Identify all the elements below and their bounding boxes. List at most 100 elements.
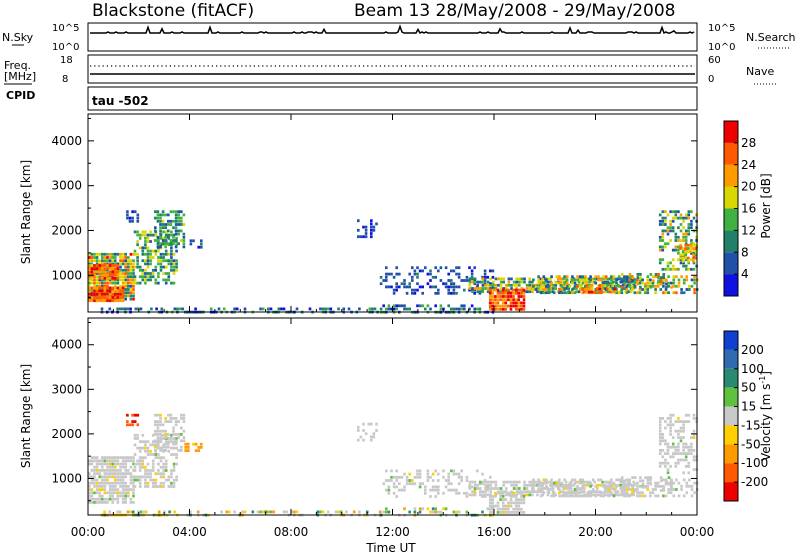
velocity-colorbar-tick-label: 50 (741, 381, 756, 395)
data-cell (629, 280, 633, 284)
data-cell (127, 494, 130, 498)
data-cell (132, 494, 135, 498)
data-cell (116, 291, 120, 295)
data-cell (100, 307, 104, 311)
data-cell (170, 440, 173, 444)
data-cell (181, 307, 184, 311)
data-cell (357, 429, 360, 432)
data-cell (170, 256, 173, 259)
data-cell (517, 507, 521, 511)
data-cell (98, 475, 101, 479)
data-cell (578, 481, 582, 485)
data-cell (154, 226, 157, 230)
data-cell (174, 442, 178, 446)
data-cell (182, 429, 186, 433)
data-cell (623, 485, 627, 489)
data-cell (593, 490, 596, 494)
velocity-colorbar-swatch (724, 463, 738, 483)
data-cell (101, 456, 104, 459)
data-cell (507, 295, 510, 298)
data-cell (473, 307, 476, 311)
data-cell (666, 452, 670, 455)
data-cell (571, 494, 574, 498)
data-cell (491, 307, 495, 311)
data-cell (144, 481, 147, 485)
data-cell (88, 252, 91, 256)
data-cell (629, 493, 633, 497)
data-cell (664, 452, 667, 455)
data-cell (170, 453, 173, 456)
data-cell (156, 216, 160, 220)
data-cell (636, 484, 639, 488)
data-cell (630, 288, 634, 291)
data-cell (403, 279, 406, 282)
data-cell (106, 259, 109, 263)
data-cell (494, 295, 497, 298)
data-cell (659, 489, 663, 492)
data-cell (129, 259, 133, 263)
nave-label: Nave (746, 65, 774, 78)
data-cell (646, 288, 650, 291)
ytick-label: 1000 (51, 268, 82, 282)
data-cell (578, 288, 582, 291)
data-cell (536, 490, 539, 494)
data-cell (463, 279, 466, 282)
data-cell (573, 284, 577, 288)
data-cell (88, 265, 91, 269)
data-cell (620, 279, 624, 283)
data-cell (514, 511, 518, 514)
data-cell (164, 239, 167, 242)
data-cell (146, 236, 150, 240)
data-cell (473, 288, 476, 292)
data-cell (654, 482, 658, 486)
data-cell (119, 284, 122, 288)
data-cell (116, 469, 120, 472)
data-cell (136, 252, 139, 256)
data-cell (413, 510, 417, 514)
data-cell (494, 487, 498, 490)
data-cell (610, 491, 613, 495)
data-cell (671, 264, 675, 268)
data-cell (90, 294, 94, 298)
data-cell (154, 233, 158, 237)
data-cell (121, 472, 125, 475)
data-cell (674, 213, 678, 217)
data-cell (159, 481, 163, 485)
data-cell (560, 288, 564, 291)
data-cell (172, 265, 176, 269)
data-cell (418, 304, 422, 308)
data-cell (118, 307, 122, 311)
data-cell (583, 490, 586, 494)
data-cell (429, 285, 432, 289)
data-cell (486, 485, 489, 489)
data-cell (156, 235, 160, 239)
data-cell (371, 307, 374, 311)
data-cell (116, 262, 120, 266)
data-cell (119, 462, 122, 466)
data-cell (504, 304, 508, 308)
data-cell (146, 440, 150, 444)
data-cell (88, 276, 91, 280)
data-cell (522, 301, 526, 305)
data-cell (684, 251, 688, 255)
data-cell (129, 456, 133, 459)
data-cell (144, 446, 147, 450)
data-cell (375, 222, 378, 226)
data-cell (180, 433, 183, 436)
data-cell (133, 252, 137, 256)
data-cell (189, 510, 192, 514)
data-cell (95, 488, 99, 491)
data-cell (114, 462, 117, 466)
data-cell (111, 268, 114, 272)
data-cell (664, 245, 667, 249)
data-cell (426, 479, 430, 482)
data-cell (514, 304, 518, 308)
data-cell (491, 288, 495, 292)
data-cell (119, 272, 122, 275)
data-cell (184, 449, 187, 452)
data-cell (95, 267, 99, 271)
data-cell (670, 482, 673, 486)
data-cell (601, 290, 604, 294)
data-cell (551, 483, 555, 487)
data-cell (544, 487, 547, 490)
